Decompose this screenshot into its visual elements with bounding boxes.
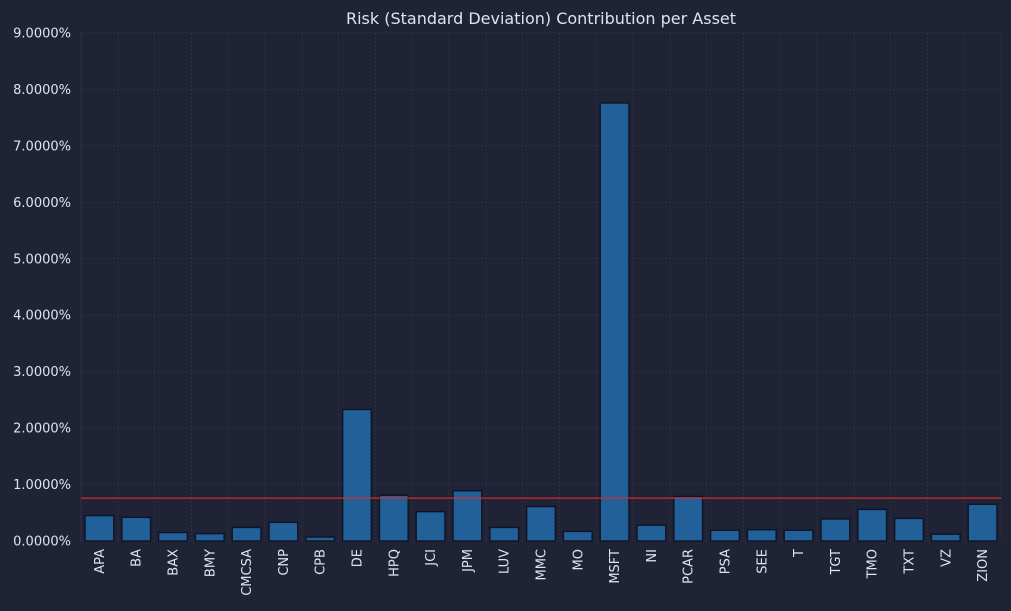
x-tick-label: BA (130, 549, 145, 567)
x-tick-label: CNP (277, 549, 292, 576)
x-tick-label: JPM (461, 549, 476, 573)
y-tick-label: 3.0000% (13, 365, 71, 380)
bar-cnp (268, 521, 299, 542)
y-axis: 0.0000% 1.0000% 2.0000% 3.0000% 4.0000% 5.000… (13, 27, 71, 550)
x-tick-label: T (792, 549, 807, 558)
x-tick-label: LUV (498, 549, 513, 574)
bar-tgt (820, 518, 851, 542)
y-tick-label: 7.0000% (13, 139, 71, 154)
bar-jci (415, 510, 446, 542)
bar-psa (709, 529, 741, 542)
bar-txt (893, 517, 925, 542)
bar-mo (562, 530, 593, 542)
bar-msft (599, 102, 630, 542)
bar-bax (157, 531, 189, 542)
x-tick-label: BMY (203, 549, 218, 577)
x-tick-label: BAX (167, 549, 182, 576)
x-tick-label: MSFT (608, 549, 623, 584)
bar-see (746, 529, 777, 542)
x-tick-label: MMC (535, 549, 550, 581)
x-axis: APA BA BAX BMY CMCSA CNP CPB DE HPQ JCI JPM LUV MMC M… (93, 549, 991, 596)
bar-apa (84, 514, 115, 542)
y-tick-label: 0.0000% (13, 535, 71, 550)
x-tick-label: VZ (939, 549, 954, 567)
x-tick-label: DE (351, 549, 366, 567)
x-tick-label: ZION (976, 549, 991, 582)
y-tick-label: 1.0000% (13, 478, 71, 493)
y-tick-label: 5.0000% (13, 252, 71, 267)
bar-cpb (305, 536, 336, 542)
x-tick-label: CPB (314, 549, 329, 575)
bar-mmc (525, 505, 557, 542)
bar-t (783, 529, 814, 542)
x-tick-label: PSA (719, 549, 734, 574)
bar-zion (967, 503, 998, 542)
bar-pcar (673, 495, 704, 542)
y-tick-label: 4.0000% (13, 309, 71, 324)
y-tick-label: 9.0000% (13, 27, 71, 42)
bar-cmcsa (231, 526, 262, 542)
x-tick-label: SEE (755, 549, 770, 574)
x-tick-label: HPQ (387, 549, 402, 577)
x-tick-label: APA (93, 549, 108, 574)
grid (80, 32, 1002, 542)
bars (84, 102, 998, 542)
x-tick-label: MO (571, 549, 586, 570)
x-tick-label: TGT (829, 549, 844, 576)
chart-title: Risk (Standard Deviation) Contribution p… (346, 9, 736, 28)
x-tick-label: TMO (866, 549, 881, 579)
bar-ni (636, 524, 667, 542)
bar-bmy (194, 532, 225, 542)
x-tick-label: NI (645, 549, 660, 563)
bar-ba (121, 516, 152, 542)
y-tick-label: 8.0000% (13, 83, 71, 98)
y-tick-label: 2.0000% (13, 422, 71, 437)
x-tick-label: PCAR (682, 549, 697, 584)
bar-vz (930, 533, 961, 542)
y-tick-label: 6.0000% (13, 196, 71, 211)
bar-hpq (378, 494, 409, 542)
x-tick-label: TXT (903, 549, 918, 575)
x-tick-label: JCI (424, 549, 439, 567)
bar-luv (489, 526, 520, 542)
x-tick-label: CMCSA (240, 549, 255, 596)
bar-de (341, 408, 373, 542)
bar-tmo (857, 508, 888, 542)
bar-jpm (452, 490, 483, 542)
